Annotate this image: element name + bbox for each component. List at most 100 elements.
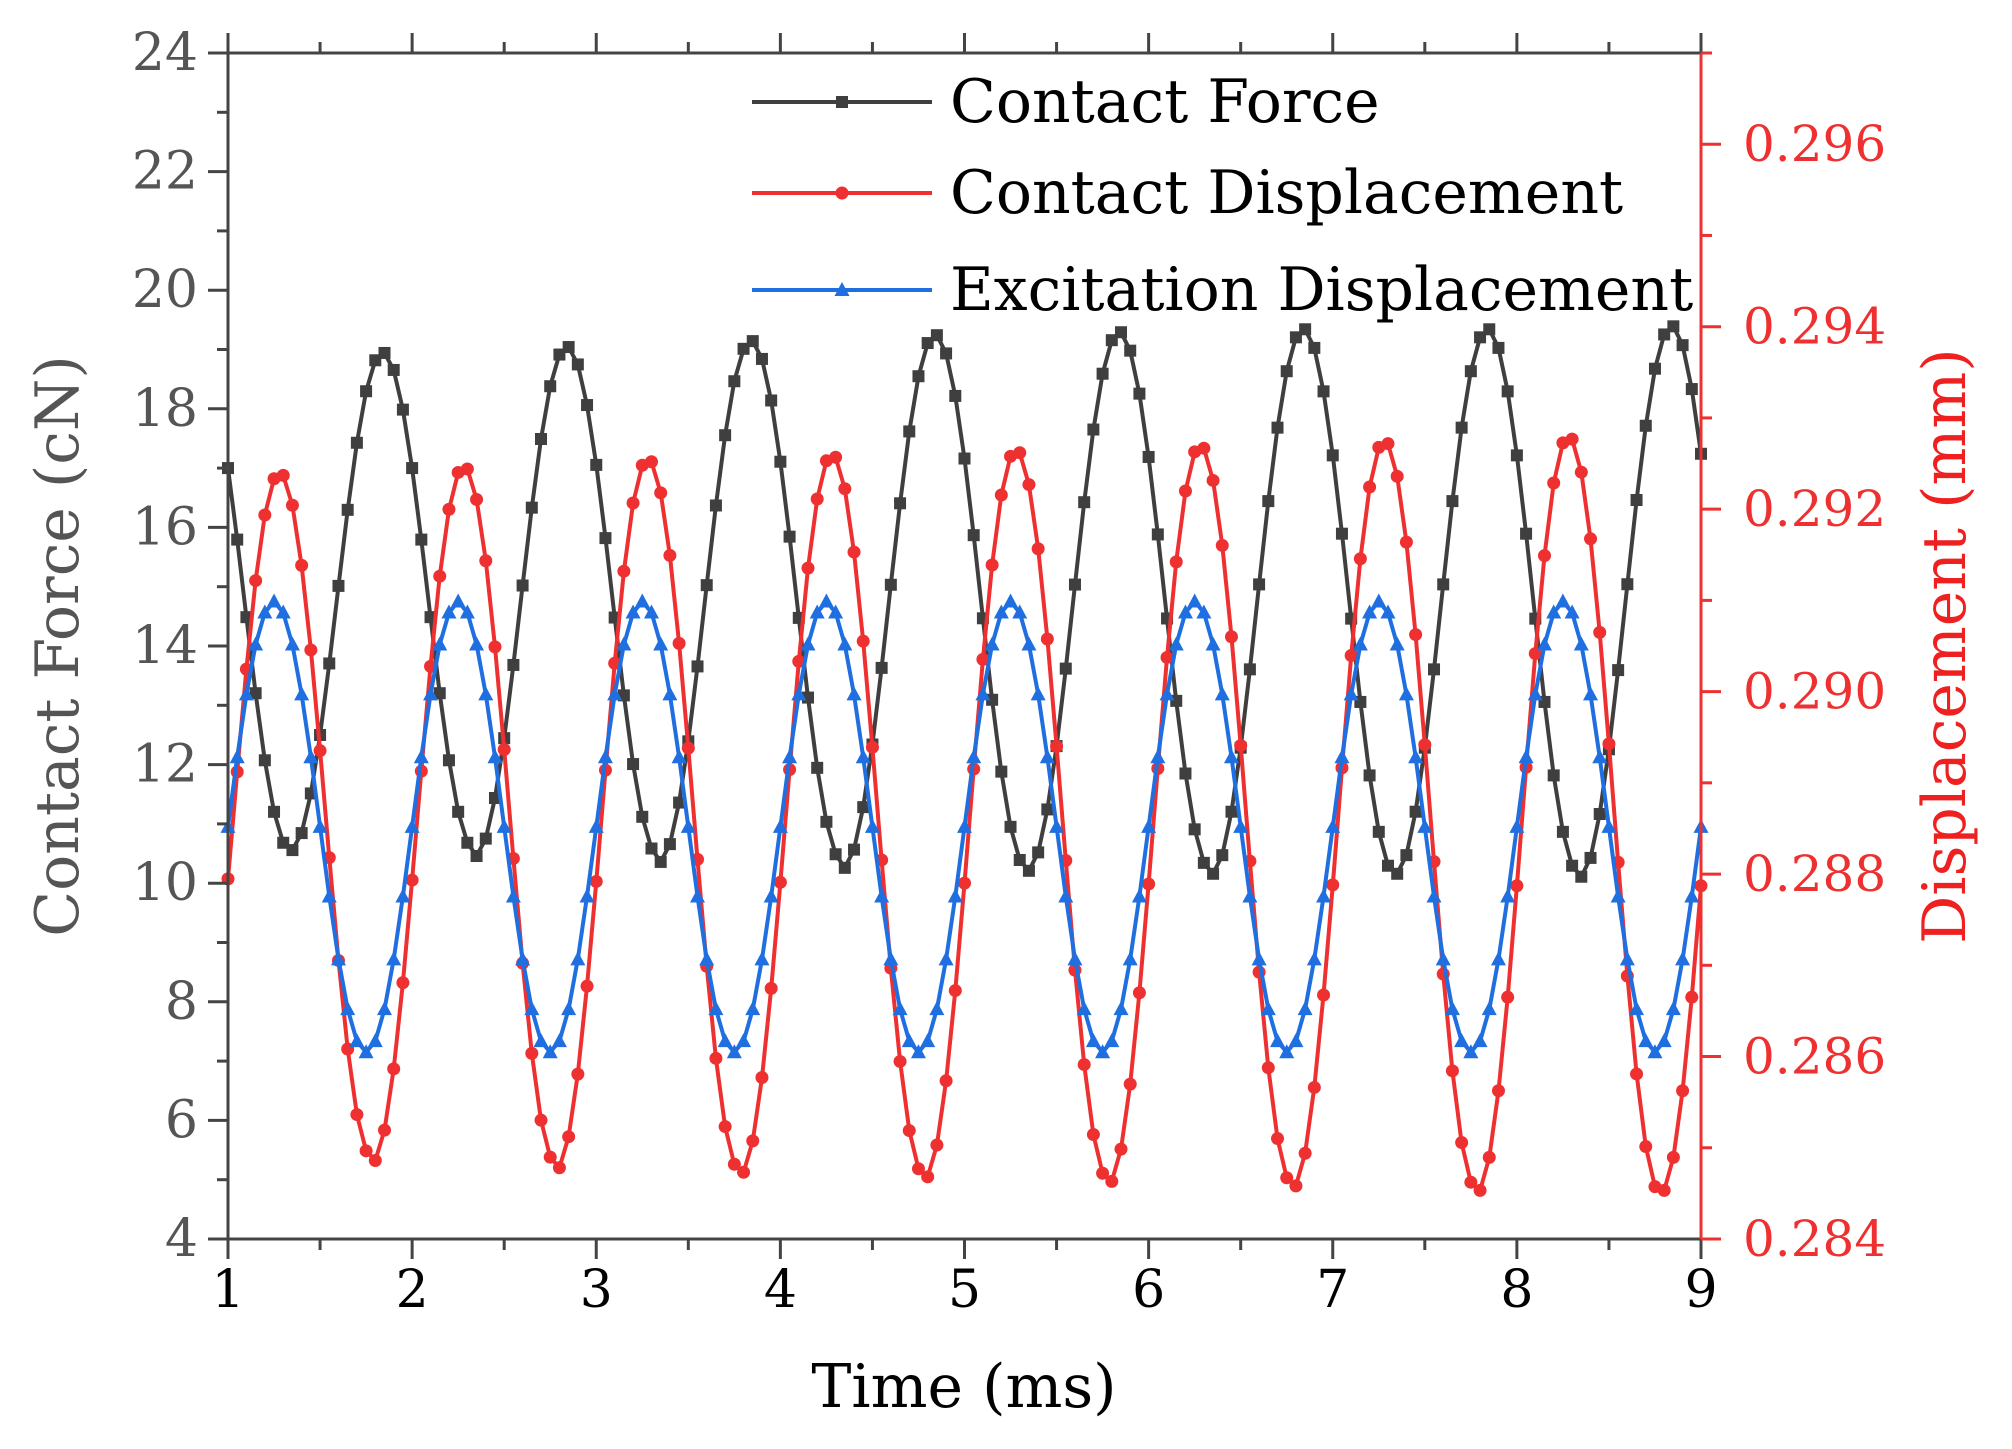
data-point	[386, 951, 402, 966]
data-point	[551, 1033, 567, 1048]
data-point	[958, 876, 971, 890]
data-point	[1445, 1064, 1459, 1078]
data-point	[848, 843, 861, 856]
data-point	[835, 186, 849, 200]
data-point	[1371, 593, 1387, 608]
data-point	[1271, 421, 1284, 434]
data-point	[903, 425, 916, 438]
data-point	[1428, 663, 1441, 676]
data-point	[285, 498, 299, 512]
data-point	[1169, 555, 1183, 569]
data-point	[883, 951, 899, 966]
data-point	[1510, 449, 1523, 462]
data-point	[349, 1033, 365, 1048]
data-point	[542, 1044, 558, 1059]
data-point	[1124, 344, 1137, 357]
data-point	[1381, 437, 1395, 451]
data-point	[1399, 535, 1413, 549]
data-point	[561, 1001, 577, 1016]
data-point	[1574, 465, 1588, 479]
data-point	[516, 579, 529, 592]
data-point	[911, 1162, 925, 1176]
data-point	[957, 818, 972, 833]
data-point	[1168, 636, 1184, 651]
data-point	[1299, 323, 1312, 336]
data-point	[360, 385, 373, 398]
data-point	[1685, 383, 1698, 396]
data-point	[1564, 604, 1580, 619]
data-point	[1242, 888, 1258, 903]
data-point	[782, 749, 798, 764]
data-point	[1353, 552, 1367, 566]
data-point	[580, 979, 594, 993]
data-point	[1390, 469, 1404, 483]
data-point	[902, 1124, 916, 1138]
data-point	[800, 636, 816, 651]
data-point	[1317, 988, 1331, 1002]
data-point	[1619, 951, 1635, 966]
data-point	[1096, 1166, 1110, 1180]
y-tick-label: 24	[132, 23, 198, 83]
data-point	[534, 1113, 548, 1127]
data-point	[1003, 593, 1019, 608]
data-point	[745, 1001, 761, 1016]
data-point	[1389, 636, 1405, 651]
data-point	[1013, 853, 1026, 866]
data-point	[1426, 888, 1442, 903]
data-point	[1592, 749, 1608, 764]
y-tick-label: 8	[165, 972, 198, 1032]
data-point	[772, 818, 788, 833]
data-point	[562, 1130, 576, 1144]
data-point	[773, 875, 787, 889]
data-point	[654, 855, 667, 868]
data-point	[663, 548, 677, 562]
data-point	[838, 861, 851, 874]
data-point	[1104, 1033, 1120, 1048]
data-point	[690, 888, 706, 903]
data-point	[948, 984, 962, 998]
data-point	[1289, 331, 1302, 344]
x-tick-label: 4	[764, 1260, 797, 1320]
data-point	[1012, 604, 1028, 619]
data-point	[818, 593, 834, 608]
data-point	[396, 403, 409, 416]
data-point	[460, 462, 474, 476]
data-point	[1022, 864, 1035, 877]
data-point	[719, 429, 732, 442]
data-point	[597, 749, 613, 764]
data-point	[1492, 341, 1505, 354]
data-point	[1279, 1044, 1295, 1059]
data-point	[1593, 807, 1606, 820]
data-point	[673, 796, 686, 809]
data-point	[1113, 1001, 1129, 1016]
data-point	[533, 1033, 549, 1048]
data-point	[313, 744, 327, 758]
data-point	[1207, 867, 1220, 880]
data-point	[387, 1062, 401, 1076]
data-point	[1501, 990, 1515, 1004]
data-point	[1481, 1001, 1497, 1016]
data-point	[995, 765, 1008, 778]
data-point	[737, 1165, 751, 1179]
data-point	[1022, 478, 1036, 492]
data-point	[1343, 686, 1359, 701]
data-point	[754, 951, 770, 966]
data-point	[1612, 664, 1625, 677]
data-point	[470, 492, 484, 506]
data-point	[1068, 578, 1081, 591]
data-point	[368, 1154, 382, 1168]
data-point	[1398, 686, 1414, 701]
data-point	[1352, 636, 1368, 651]
series-group	[220, 320, 1709, 1197]
y-tick-label: 14	[132, 616, 198, 676]
data-point	[332, 579, 345, 592]
data-point	[266, 593, 282, 608]
data-point	[1362, 604, 1378, 619]
legend-label: Excitation Displacement	[950, 255, 1693, 325]
data-point	[1575, 870, 1588, 883]
data-point	[1041, 803, 1054, 816]
legend-item: Excitation Displacement	[752, 255, 1693, 325]
y2-tick-label: 0.292	[1743, 480, 1886, 538]
data-point	[1077, 1058, 1091, 1072]
data-point	[470, 850, 483, 863]
